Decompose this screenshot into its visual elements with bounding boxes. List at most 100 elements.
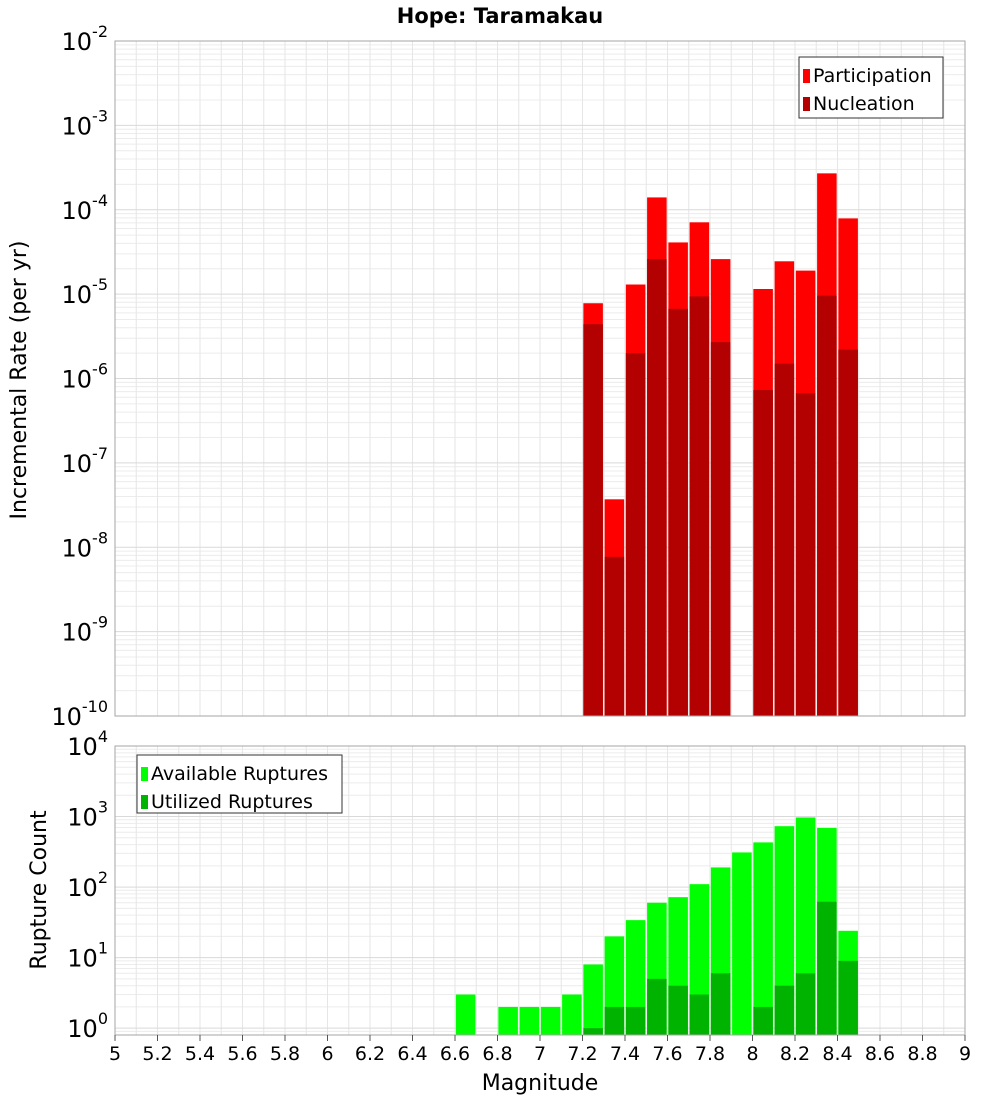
- bar: [774, 363, 795, 716]
- bar: [668, 985, 688, 1035]
- bar: [774, 826, 795, 1035]
- bar: [583, 324, 603, 716]
- legend: Available Ruptures Utilized Ruptures: [136, 754, 343, 814]
- bar-series-utilized-ruptures: [583, 901, 858, 1035]
- x-tick-label: 8.6: [865, 1043, 895, 1065]
- y-tick-exponent: 1: [98, 939, 108, 958]
- bar: [498, 1006, 518, 1035]
- bar: [604, 1006, 625, 1035]
- x-tick-label: 7.4: [610, 1043, 640, 1065]
- bar: [625, 353, 646, 716]
- bar: [753, 842, 773, 1035]
- y-tick-label: 10-10: [51, 697, 108, 731]
- y-tick-label: 10-9: [62, 613, 109, 647]
- y-tick-label: 10-7: [62, 444, 109, 478]
- bar: [625, 920, 646, 1035]
- y-tick-exponent: -2: [92, 22, 108, 41]
- y-tick-label: 10-6: [62, 360, 109, 394]
- legend-swatch: [141, 767, 148, 781]
- bar: [817, 901, 837, 1035]
- bar: [604, 556, 625, 716]
- y-tick-exponent: -7: [92, 444, 108, 463]
- y-tick-base: 10: [62, 450, 93, 478]
- x-tick-label: 6.2: [355, 1043, 385, 1065]
- bar: [455, 994, 476, 1035]
- bar: [838, 960, 858, 1035]
- y-tick-label: 10-2: [62, 22, 109, 56]
- x-tick-label: 6: [321, 1043, 333, 1065]
- x-tick-label: 5: [109, 1043, 121, 1065]
- x-tick-label: 7.2: [567, 1043, 597, 1065]
- y-tick-exponent: 3: [98, 798, 108, 817]
- bar: [710, 973, 731, 1035]
- y-tick-label: 10-4: [62, 191, 109, 225]
- x-tick-label: 8.2: [780, 1043, 810, 1065]
- bar: [647, 259, 667, 716]
- x-axis-label: Magnitude: [482, 1071, 599, 1096]
- y-tick-base: 10: [67, 945, 98, 973]
- y-tick-base: 10: [67, 733, 98, 761]
- x-tick-label: 6.4: [397, 1043, 427, 1065]
- x-tick-label: 7.6: [652, 1043, 682, 1065]
- y-tick-exponent: -8: [92, 528, 108, 547]
- y-tick-base: 10: [62, 619, 93, 647]
- bar: [583, 1028, 603, 1035]
- x-tick-label: 7: [534, 1043, 546, 1065]
- x-tick-label: 7.8: [695, 1043, 725, 1065]
- bar: [540, 1006, 561, 1035]
- x-tick-label: 5.6: [227, 1043, 257, 1065]
- x-tick-label: 6.6: [440, 1043, 470, 1065]
- bar: [625, 1006, 646, 1035]
- y-tick-label: 103: [67, 798, 108, 832]
- x-tick-label: 5.2: [142, 1043, 172, 1065]
- y-tick-exponent: -6: [92, 360, 108, 379]
- bar: [519, 1006, 540, 1035]
- y-tick-exponent: -4: [92, 191, 108, 210]
- legend-frame: [798, 56, 944, 119]
- legend-entry: Nucleation: [813, 93, 915, 115]
- y-tick-base: 10: [67, 874, 98, 902]
- y-tick-label: 101: [67, 939, 108, 973]
- rate-panel: 10-1010-910-810-710-610-510-410-310-2Inc…: [7, 22, 966, 731]
- y-tick-base: 10: [67, 804, 98, 832]
- x-axis: 5 5.2 5.4 5.6 5.8 6 6.2 6.4 6.6 6.8 7 7.2 7.4 7.6 7.8 8…: [109, 1035, 971, 1065]
- x-tick-label: 9: [959, 1043, 971, 1065]
- y-tick-exponent: -10: [82, 697, 108, 716]
- chart-title: Hope: Taramakau: [397, 4, 603, 28]
- x-tick-label: 8.8: [907, 1043, 937, 1065]
- x-tick-label: 5.4: [185, 1043, 215, 1065]
- legend-swatch: [803, 69, 810, 83]
- bar: [753, 390, 773, 716]
- bar: [774, 985, 795, 1035]
- y-axis-label: Incremental Rate (per yr): [7, 241, 32, 520]
- legend-swatch: [803, 97, 810, 111]
- legend-entry: Utilized Ruptures: [151, 791, 313, 813]
- bar: [689, 296, 710, 716]
- bar: [583, 964, 603, 1035]
- plot-frame: [114, 40, 966, 717]
- bar: [817, 295, 837, 716]
- y-tick-exponent: 4: [98, 727, 108, 746]
- bar: [689, 994, 710, 1035]
- y-tick-base: 10: [62, 28, 93, 56]
- bar: [562, 994, 582, 1035]
- legend-swatch: [141, 795, 148, 809]
- bar: [732, 852, 752, 1035]
- bar: [647, 978, 667, 1035]
- bar: [795, 393, 816, 716]
- bar: [838, 349, 858, 716]
- y-tick-exponent: 0: [98, 1009, 108, 1028]
- y-tick-base: 10: [62, 534, 93, 562]
- y-tick-exponent: -9: [92, 613, 108, 632]
- y-tick-base: 10: [62, 366, 93, 394]
- y-tick-label: 100: [67, 1009, 108, 1043]
- y-tick-exponent: -5: [92, 275, 108, 294]
- y-tick-base: 10: [67, 1015, 98, 1043]
- y-tick-base: 10: [51, 703, 82, 731]
- legend-entry: Participation: [813, 65, 932, 87]
- y-tick-exponent: 2: [98, 868, 108, 887]
